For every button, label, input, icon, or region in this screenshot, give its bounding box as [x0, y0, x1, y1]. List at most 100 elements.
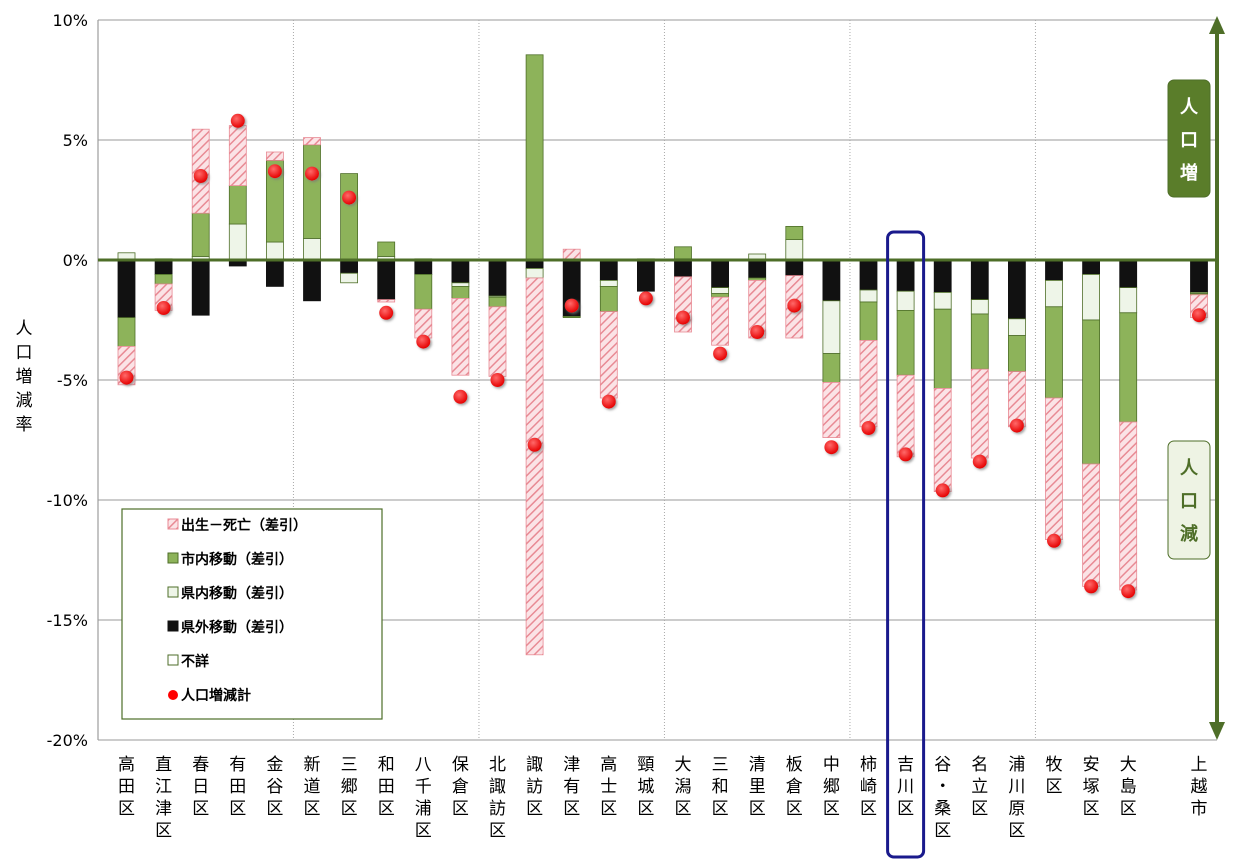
bar-intra_city [1082, 319, 1100, 465]
bar-outside_pref [488, 259, 507, 297]
bar-intra_city [822, 353, 841, 383]
bar-intra_city [340, 173, 359, 261]
category-label: 大島区 [1120, 755, 1137, 819]
bar-intra_city [377, 241, 396, 257]
bar-natural [414, 308, 433, 339]
bar-outside_pref [748, 259, 767, 279]
bar-natural [1008, 371, 1026, 428]
category-label: 高士区 [600, 755, 617, 819]
bar-intra_city [451, 285, 470, 299]
category-label: 新道区 [304, 755, 321, 819]
bar-intra_city [859, 301, 878, 341]
category-label: 柿崎区 [860, 755, 877, 819]
bar-intra_pref [933, 291, 952, 310]
bar-intra_pref [822, 300, 841, 354]
total-marker [861, 421, 876, 435]
bar-intra_city [599, 285, 618, 312]
category-label: 高田区 [118, 755, 135, 819]
bar-natural [859, 339, 878, 428]
total-marker [1192, 308, 1206, 323]
bar-outside_pref [785, 259, 804, 277]
bar-outside_pref [599, 259, 618, 281]
bar-outside_pref [377, 259, 396, 300]
trend-arrow [1209, 16, 1225, 740]
y-tick-label: 10% [52, 11, 88, 30]
y-tick-label: -15% [47, 611, 88, 630]
bar-intra_pref [265, 241, 284, 261]
category-label: 牧区 [1046, 755, 1063, 797]
legend-swatch [167, 654, 179, 666]
bar-intra_pref [896, 290, 915, 311]
total-marker [787, 298, 802, 313]
bar-natural [711, 296, 729, 346]
bar-intra_pref [340, 272, 359, 284]
total-marker [824, 440, 839, 455]
bar-natural [599, 311, 618, 399]
bar-intra_pref [1008, 318, 1026, 336]
legend-swatch [167, 586, 179, 598]
bar-natural [822, 381, 841, 438]
bar-natural [377, 299, 396, 303]
bar-outside_pref [896, 259, 915, 292]
highlight-box [886, 230, 926, 859]
total-marker [267, 164, 282, 179]
bar-natural [488, 306, 507, 377]
total-marker [119, 370, 134, 385]
bar-outside_pref [191, 259, 210, 316]
bar-intra_pref [859, 289, 878, 303]
bar-intra_city [970, 313, 989, 370]
category-label: 吉川区 [897, 755, 914, 819]
category-label: 北諏訪区 [489, 755, 506, 841]
bar-natural [562, 248, 581, 261]
bar-natural [896, 374, 915, 458]
total-marker [1047, 533, 1061, 548]
legend-swatch [167, 552, 179, 564]
total-marker [490, 373, 505, 387]
total-marker [527, 437, 542, 452]
category-label: 頸城区 [637, 755, 654, 819]
bar-outside_pref [970, 259, 989, 300]
y-axis-label-text: 人口増減率 [16, 319, 33, 435]
increase-annotation: 人口増 [1167, 79, 1211, 198]
total-marker [935, 483, 950, 498]
bar-intra_pref [1119, 287, 1138, 314]
total-marker [342, 190, 357, 205]
bar-outside_pref [637, 259, 655, 292]
category-label: 上越市 [1191, 755, 1208, 819]
category-labels: 高田区 直江津区 春日区 有田区 金谷区 新道区 三郷区 和田区 八千浦区 保倉区 北諏訪区 諏訪区 津… [118, 755, 1208, 841]
bar-outside_pref [265, 259, 284, 287]
bar-intra_city [191, 212, 210, 257]
bar-outside_pref [933, 259, 952, 293]
bar-intra_city [303, 144, 321, 239]
bar-natural [303, 137, 321, 146]
legend-swatch [167, 518, 179, 530]
bar-outside_pref [1045, 259, 1063, 281]
total-marker [379, 305, 394, 320]
bar-outside_pref [711, 259, 729, 289]
category-label: 中郷区 [823, 755, 840, 819]
total-marker [564, 298, 579, 313]
legend-item: 県外移動（差引） [167, 619, 293, 636]
category-label: 金谷区 [266, 755, 283, 819]
y-tick-label: 5% [63, 131, 88, 150]
bar-intra_city [933, 308, 952, 389]
bar-natural [265, 151, 284, 161]
y-tick-label: -5% [57, 371, 88, 390]
category-label: 保倉区 [452, 755, 469, 819]
total-marker [750, 325, 765, 339]
bar-natural [1082, 463, 1100, 587]
bar-intra_city [1008, 335, 1026, 373]
bar-outside_pref [1082, 259, 1100, 275]
total-marker [601, 394, 616, 409]
total-marker [156, 301, 171, 315]
bar-natural [970, 368, 989, 459]
category-label: 谷・桑区 [934, 755, 951, 841]
category-label: 有田区 [229, 755, 246, 819]
bar-intra_pref [970, 299, 989, 315]
bar-intra_pref [451, 282, 470, 287]
bar-outside_pref [303, 259, 321, 302]
total-marker [638, 291, 653, 306]
total-marker [416, 334, 431, 349]
bar-intra_city [562, 315, 581, 318]
y-tick-label: -20% [47, 731, 88, 750]
